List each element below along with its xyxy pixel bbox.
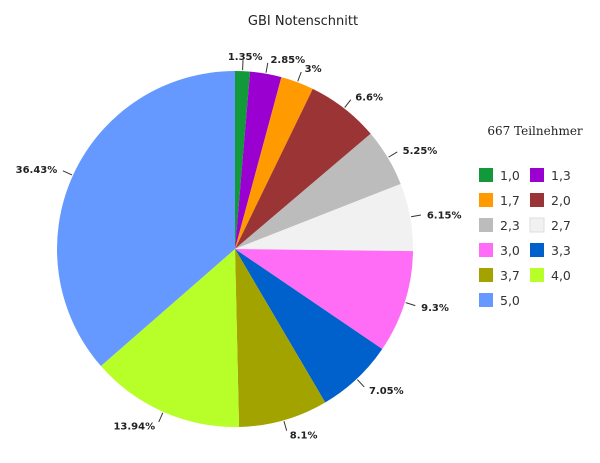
legend-label: 5,0	[500, 293, 520, 308]
pie-slice-3-7	[235, 249, 326, 427]
legend-label: 3,0	[500, 243, 520, 258]
legend-label: 1,7	[500, 193, 520, 208]
legend-label: 2,7	[551, 218, 571, 233]
leader-line	[388, 151, 398, 158]
data-label: 3%	[305, 64, 322, 75]
pie-slice-2-7	[235, 183, 414, 252]
leader-line	[405, 302, 416, 307]
leader-line	[283, 421, 288, 431]
data-label: 7.05%	[369, 386, 404, 397]
legend-swatch	[479, 293, 493, 307]
legend-swatch	[479, 218, 493, 232]
legend-swatch	[479, 268, 493, 282]
legend-label: 1,3	[551, 168, 571, 183]
legend-label: 2,3	[500, 218, 520, 233]
leader-line	[297, 71, 302, 82]
data-label: 13.94%	[113, 422, 155, 433]
leader-line	[344, 99, 352, 108]
legend-swatch	[530, 243, 544, 257]
legend-swatch	[530, 193, 544, 207]
pie-slice-1-7	[235, 77, 313, 249]
data-label: 6.15%	[427, 210, 462, 221]
pie-slice-4-0	[100, 249, 240, 427]
pie-slice-2-3	[235, 133, 401, 249]
legend-swatch	[530, 168, 544, 182]
legend-label: 1,0	[500, 168, 520, 183]
legend-swatch	[529, 217, 545, 233]
data-label: 9.3%	[421, 303, 449, 314]
leader-line	[410, 214, 422, 218]
legend-swatch	[530, 268, 544, 282]
legend: 1,0 1,3 1,7 2,0 2,3 2,7 3,0 3,3 3,7 4,0 5,0	[479, 168, 571, 308]
pie-slice-5-0	[57, 71, 235, 367]
leader-line	[158, 412, 164, 423]
pie-slice-3-3	[235, 249, 383, 403]
pie-slice-3-0	[235, 249, 413, 349]
data-label: 8.1%	[290, 431, 318, 442]
pie-slice-1-3	[235, 71, 282, 249]
legend-title: 667 Teilnehmer	[487, 124, 583, 138]
pie-slice-2-0	[235, 88, 371, 250]
legend-swatch	[479, 168, 493, 182]
legend-label: 4,0	[551, 268, 571, 283]
pie-slice-1-0	[235, 71, 251, 249]
legend-label: 2,0	[551, 193, 571, 208]
data-label: 6.6%	[355, 92, 383, 103]
data-label: 2.85%	[270, 55, 305, 66]
data-label: 5.25%	[403, 146, 438, 157]
legend-swatch	[479, 243, 493, 257]
chart-title: GBI Notenschnitt	[248, 14, 358, 29]
leader-line	[265, 62, 269, 73]
legend-label: 3,7	[500, 268, 520, 283]
data-label: 36.43%	[16, 165, 58, 176]
legend-swatch	[479, 193, 493, 207]
legend-label: 3,3	[551, 243, 571, 258]
leader-line	[357, 379, 365, 388]
data-label: 1.35%	[228, 52, 263, 63]
leader-line	[62, 170, 73, 176]
